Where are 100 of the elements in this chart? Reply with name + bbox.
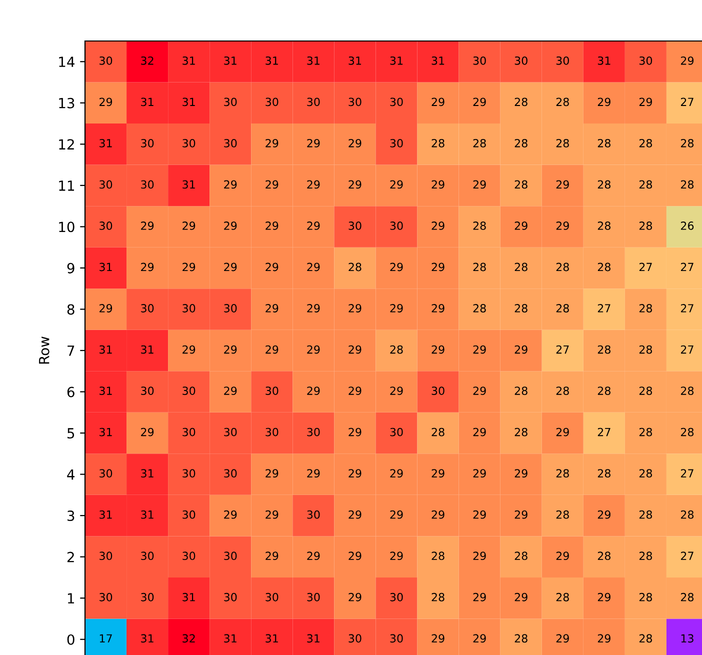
data-label: 30: [390, 592, 403, 602]
data-label: 30: [100, 469, 112, 478]
data-label: 28: [556, 98, 569, 106]
data-label: 30: [141, 552, 154, 560]
data-label: 29: [432, 304, 444, 312]
data-label: 29: [266, 510, 278, 519]
data-label: 29: [348, 552, 362, 560]
data-label: 30: [307, 592, 320, 602]
data-label: 31: [598, 56, 610, 65]
data-label: 31: [100, 262, 112, 272]
data-label: 29: [182, 345, 196, 354]
data-label: 30: [348, 222, 362, 230]
data-label: 29: [348, 138, 362, 148]
data-label: 29: [556, 634, 569, 643]
data-label: 28: [598, 138, 610, 148]
data-label: 29: [182, 222, 196, 230]
data-label: 29: [514, 469, 528, 478]
data-label: 30: [182, 552, 196, 560]
data-label: 29: [432, 222, 444, 230]
data-label: 30: [473, 56, 486, 65]
data-label: 28: [639, 592, 652, 602]
data-label: 29: [514, 345, 528, 354]
data-label: 28: [432, 592, 444, 602]
data-label: 29: [432, 98, 444, 106]
y-tick-label: 14: [59, 56, 74, 67]
data-label: 28: [432, 428, 444, 436]
data-label: 31: [100, 138, 112, 148]
data-label: 30: [182, 304, 196, 312]
data-label: 31: [390, 56, 403, 65]
data-label: 29: [432, 180, 444, 189]
data-label: 28: [556, 304, 569, 312]
data-label: 29: [473, 98, 486, 106]
data-label: 29: [307, 552, 320, 560]
data-label: 29: [556, 428, 569, 436]
y-tick-label: 7: [68, 346, 74, 356]
data-label: 30: [224, 138, 237, 148]
data-label: 31: [266, 634, 278, 643]
data-label: 30: [224, 304, 237, 312]
data-label: 29: [514, 592, 528, 602]
data-label: 28: [514, 304, 528, 312]
data-label: 28: [432, 552, 444, 560]
data-label: 28: [556, 262, 569, 272]
data-label: 29: [680, 56, 694, 65]
data-label: 30: [224, 98, 237, 106]
data-label: 28: [556, 386, 569, 395]
data-label: 27: [680, 304, 694, 312]
data-label: 27: [680, 262, 694, 272]
y-tick-label: 9: [67, 262, 74, 274]
data-label: 32: [141, 56, 154, 65]
data-label: 13: [681, 634, 694, 643]
data-label: 30: [348, 634, 362, 643]
data-label: 28: [514, 262, 528, 272]
data-label: 29: [390, 469, 403, 478]
data-label: 28: [639, 510, 652, 519]
data-label: 29: [224, 180, 237, 189]
data-label: 28: [598, 469, 610, 478]
data-label: 28: [514, 180, 528, 189]
data-label: 27: [680, 469, 694, 478]
data-label: 29: [224, 345, 237, 354]
data-label: 29: [390, 180, 403, 189]
data-label: 29: [473, 510, 486, 519]
data-label: 30: [390, 222, 403, 230]
y-tick-label: 4: [67, 469, 74, 480]
data-label: 27: [598, 428, 610, 436]
data-label: 29: [432, 345, 444, 354]
data-label: 29: [473, 180, 486, 189]
y-tick-label: 13: [59, 98, 74, 108]
data-label: 31: [182, 56, 195, 65]
data-label: 29: [473, 469, 486, 478]
data-label: 29: [307, 222, 320, 230]
data-label: 28: [348, 262, 362, 272]
data-label: 28: [514, 634, 528, 643]
data-label: 29: [556, 552, 569, 560]
data-label: 28: [639, 552, 652, 560]
data-label: 27: [598, 304, 610, 312]
y-tick-label: 0: [67, 634, 74, 645]
data-label: 30: [224, 592, 237, 602]
y-tick-label: 1: [68, 593, 74, 604]
data-label: 31: [182, 180, 195, 189]
data-label: 30: [141, 138, 154, 148]
data-label: 31: [432, 56, 444, 65]
data-label: 29: [514, 510, 528, 519]
data-label: 31: [182, 592, 195, 602]
data-label: 31: [141, 510, 154, 519]
data-label: 29: [348, 386, 362, 395]
data-label: 27: [556, 345, 569, 354]
data-label: 30: [390, 98, 403, 106]
data-label: 29: [182, 262, 196, 272]
data-label: 31: [224, 634, 236, 643]
y-tick-label: 11: [59, 180, 74, 191]
data-label: 29: [432, 262, 444, 272]
data-label: 30: [390, 428, 403, 436]
data-label: 27: [639, 262, 652, 272]
data-label: 27: [680, 345, 694, 354]
data-label: 29: [556, 222, 569, 230]
data-label: 28: [598, 386, 610, 395]
data-label: 29: [473, 552, 486, 560]
data-label: 29: [100, 98, 112, 106]
data-label: 29: [307, 180, 320, 189]
data-label: 29: [307, 138, 320, 148]
